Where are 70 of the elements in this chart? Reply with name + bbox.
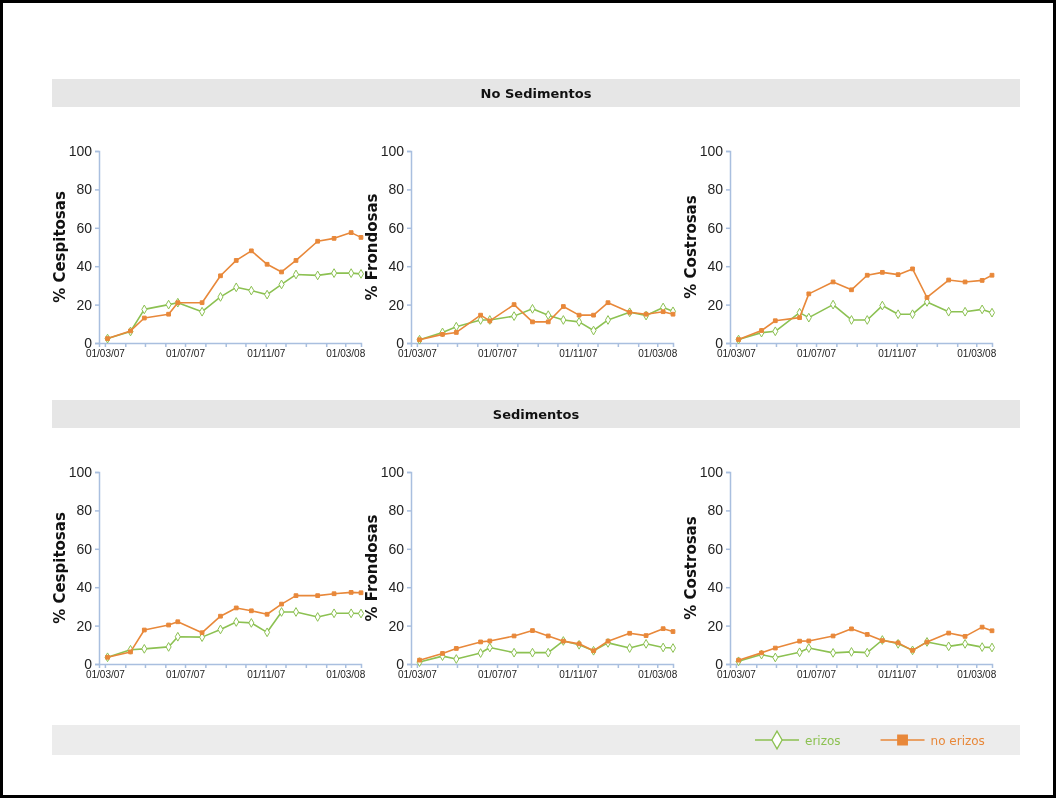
x-tick-label: 01/11/07 (247, 669, 286, 681)
x-tick-label: 01/11/07 (878, 669, 917, 681)
y-tick-label: 0 (84, 334, 93, 351)
y-tick-label: 0 (715, 334, 724, 351)
x-tick-label: 01/11/07 (559, 669, 598, 681)
y-axis-title: % Costrosas (682, 516, 700, 620)
y-axis-title: % Cespitosas (51, 512, 69, 624)
x-tick-label: 01/03/08 (957, 348, 997, 360)
y-tick-label: 80 (76, 181, 93, 198)
x-tick-label: 01/07/07 (478, 669, 518, 681)
y-tick-label: 20 (707, 617, 724, 634)
y-tick-label: 20 (76, 296, 93, 313)
x-tick-label: 01/03/08 (957, 669, 997, 681)
x-tick-label: 01/07/07 (797, 669, 837, 681)
y-tick-label: 20 (388, 296, 405, 313)
x-tick-label: 01/07/07 (166, 669, 206, 681)
y-tick-label: 80 (388, 181, 405, 198)
y-tick-label: 40 (76, 258, 93, 275)
x-tick-label: 01/11/07 (247, 348, 286, 360)
y-axis-title: % Frondosas (363, 193, 381, 301)
y-tick-label: 80 (707, 181, 724, 198)
y-tick-label: 60 (707, 219, 724, 236)
x-tick-label: 01/03/07 (716, 669, 757, 681)
x-tick-label: 01/03/08 (638, 348, 678, 360)
y-tick-label: 80 (388, 502, 405, 519)
x-tick-label: 01/07/07 (166, 348, 206, 360)
x-tick-label: 01/03/08 (326, 348, 366, 360)
x-tick-label: 01/03/07 (397, 669, 438, 681)
y-tick-label: 100 (68, 142, 93, 159)
y-axis-title: % Cespitosas (51, 191, 69, 303)
x-tick-label: 01/03/07 (85, 669, 126, 681)
y-tick-label: 0 (396, 655, 405, 672)
x-tick-label: 01/07/07 (797, 348, 837, 360)
y-tick-label: 100 (699, 463, 724, 480)
x-tick-label: 01/07/07 (478, 348, 518, 360)
x-tick-label: 01/03/07 (716, 348, 757, 360)
y-tick-label: 60 (707, 540, 724, 557)
y-tick-label: 60 (388, 540, 405, 557)
y-tick-label: 100 (699, 142, 724, 159)
y-tick-label: 80 (707, 502, 724, 519)
legend-label: no erizos (930, 733, 985, 748)
y-tick-label: 40 (388, 579, 405, 596)
y-tick-label: 100 (380, 463, 405, 480)
y-tick-label: 60 (76, 540, 93, 557)
y-tick-label: 60 (76, 219, 93, 236)
chart-title: Sedimentos (492, 407, 580, 422)
y-tick-label: 0 (396, 334, 405, 351)
chart-title: No Sedimentos (480, 86, 592, 101)
x-tick-label: 01/11/07 (559, 348, 598, 360)
y-tick-label: 40 (707, 579, 724, 596)
y-tick-label: 20 (76, 617, 93, 634)
y-tick-label: 20 (388, 617, 405, 634)
y-tick-label: 80 (76, 502, 93, 519)
y-tick-label: 100 (68, 463, 93, 480)
y-tick-label: 100 (380, 142, 405, 159)
y-tick-label: 40 (76, 579, 93, 596)
x-tick-label: 01/03/08 (326, 669, 366, 681)
legend-label: erizos (805, 733, 841, 748)
x-tick-label: 01/03/07 (397, 348, 438, 360)
y-tick-label: 0 (715, 655, 724, 672)
x-tick-label: 01/11/07 (878, 348, 917, 360)
y-tick-label: 0 (84, 655, 93, 672)
x-tick-label: 01/03/08 (638, 669, 678, 681)
y-tick-label: 20 (707, 296, 724, 313)
y-tick-label: 60 (388, 219, 405, 236)
y-axis-title: % Costrosas (682, 195, 700, 299)
y-axis-title: % Frondosas (363, 514, 381, 622)
y-tick-label: 40 (388, 258, 405, 275)
y-tick-label: 40 (707, 258, 724, 275)
x-tick-label: 01/03/07 (85, 348, 126, 360)
